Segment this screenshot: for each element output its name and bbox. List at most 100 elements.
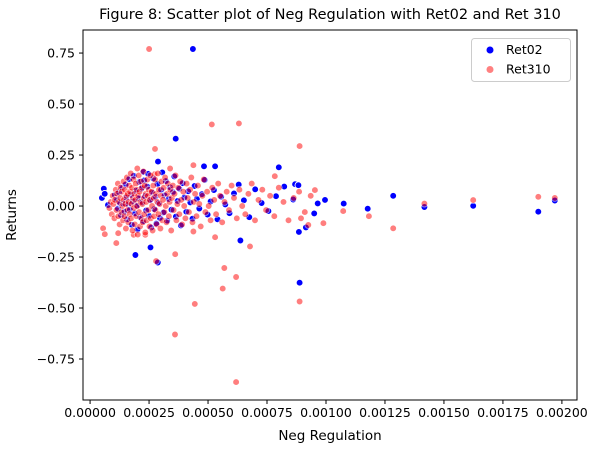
y-tick-label: 0.25 [47,148,75,163]
scatter-point-ret02 [146,243,155,252]
y-axis-label: Returns [4,189,20,241]
scatter-point-ret310 [297,214,305,223]
legend-box [471,38,571,82]
scatter-point-ret310 [188,218,197,227]
scatter-point-ret310 [550,194,559,202]
scatter-point-ret310 [311,186,319,194]
scatter-point-ret02 [310,209,319,218]
scatter-point-ret310 [207,120,216,129]
scatter-point-ret310 [295,142,304,150]
scatter-point-ret310 [232,273,240,281]
scatter-point-ret310 [218,284,227,293]
scatter-point-ret310 [199,175,208,184]
scatter-point-ret310 [218,218,227,227]
scatter-point-ret310 [194,181,202,190]
scatter-point-ret310 [192,212,201,221]
scatter-point-ret310 [189,161,198,170]
scatter-point-ret310 [469,196,478,204]
scatter-point-ret310 [230,194,238,202]
scatter-point-ret310 [210,196,219,204]
scatter-point-ret310 [295,187,303,196]
y-tick-label: 0.75 [47,46,75,61]
scatter-point-ret310 [171,250,180,259]
scatter-point-ret310 [161,173,169,182]
scatter-point-ret310 [186,185,194,194]
scatter-point-ret310 [169,206,178,214]
scatter-point-ret310 [270,172,279,181]
scatter-point-ret310 [284,216,293,225]
scatter-point-ret02 [294,181,303,190]
scatter-point-ret310 [220,264,229,272]
scatter-point-ret310 [534,192,543,201]
scatter-point-ret310 [251,216,259,225]
scatter-point-ret310 [126,169,135,178]
legend-label-ret310: Ret310 [506,62,551,77]
scatter-point-ret02 [363,204,372,213]
scatter-point-ret310 [178,220,186,229]
scatter-point-ret310 [235,119,243,128]
scatter-point-ret02 [131,251,140,259]
scatter-point-ret02 [171,134,180,143]
scatter-point-ret310 [151,145,159,153]
scatter-point-ret310 [241,210,250,219]
scatter-point-ret310 [246,242,254,251]
scatter-point-ret310 [300,208,309,216]
scatter-point-ret310 [225,206,233,214]
scatter-point-ret02 [321,196,329,204]
scatter-point-ret02 [200,162,208,171]
scatter-point-ret310 [179,187,188,196]
scatter-point-ret310 [214,179,223,188]
scatter-point-ret310 [295,297,304,306]
scatter-point-ret310 [258,185,267,194]
scatter-point-ret310 [247,179,256,188]
x-tick-label: 0.00100 [300,405,352,420]
scatter-point-ret310 [365,212,373,221]
scatter-point-ret310 [279,198,288,206]
scatter-point-ret02 [154,157,162,166]
scatter-point-ret310 [232,378,240,386]
scatter-point-ret310 [148,226,157,235]
scatter-point-ret02 [189,45,197,53]
scatter-point-ret310 [187,173,196,182]
scatter-point-ret02 [211,162,219,171]
scatter-point-ret310 [171,330,179,339]
scatter-point-ret310 [389,224,398,233]
scatter-point-ret310 [196,222,205,231]
scatter-point-ret310 [238,202,247,210]
scatter-point-ret310 [153,169,162,178]
scatter-point-ret310 [195,200,204,208]
y-tick-label: 0.50 [47,97,75,112]
scatter-point-ret310 [180,202,189,210]
scatter-point-ret310 [232,214,241,223]
scatter-point-ret310 [262,206,270,214]
scatter-point-ret310 [114,229,123,238]
scatter-point-ret310 [189,227,198,236]
scatter-point-ret310 [190,300,199,308]
scatter-point-ret310 [181,214,190,223]
scatter-point-ret310 [235,185,244,194]
scatter-point-ret310 [206,216,215,225]
scatter-point-ret02 [534,207,543,216]
scatter-point-ret310 [216,191,224,200]
scatter-point-ret310 [182,179,191,188]
scatter-point-ret02 [295,228,303,236]
scatter-point-ret310 [254,196,263,204]
series-ret310 [99,45,559,386]
scatter-point-ret02 [295,278,304,287]
scatter-point-ret310 [211,233,219,242]
x-tick-label: 0.00050 [182,405,234,420]
legend-label-ret02: Ret02 [506,42,543,57]
scatter-point-ret310 [339,207,348,215]
scatter-point-ret02 [313,199,322,208]
scatter-point-ret310 [270,212,279,221]
y-tick-label: 0.00 [47,199,75,214]
x-tick-label: 0.00125 [359,405,411,420]
x-tick-label: 0.00150 [418,405,470,420]
scatter-point-ret310 [165,212,173,221]
scatter-point-ret310 [152,257,160,265]
scatter-point-ret310 [208,183,217,192]
scatter-point-ret310 [176,177,185,186]
scatter-point-ret310 [167,226,176,235]
